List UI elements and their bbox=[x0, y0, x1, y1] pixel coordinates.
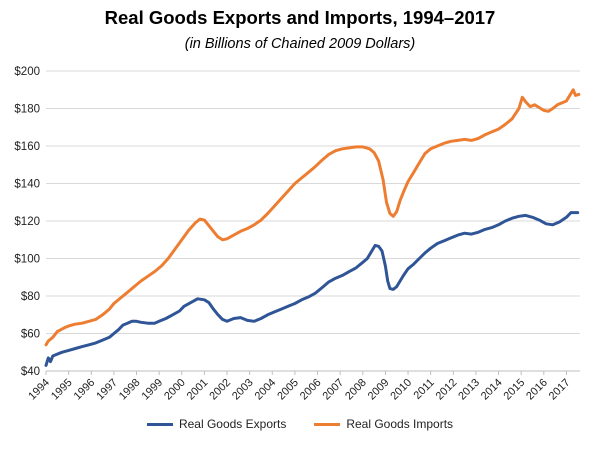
x-tick-label: 2011 bbox=[412, 377, 437, 402]
x-tick-label: 1995 bbox=[49, 377, 75, 403]
x-tick-label: 2005 bbox=[275, 377, 301, 403]
x-tick-label: 2016 bbox=[524, 377, 550, 403]
x-tick-label: 1998 bbox=[117, 377, 143, 403]
x-tick-label: 2010 bbox=[388, 377, 414, 403]
legend-label-exports: Real Goods Exports bbox=[178, 417, 287, 431]
legend-item-exports: Real Goods Exports bbox=[146, 417, 287, 431]
chart-subtitle: (in Billions of Chained 2009 Dollars) bbox=[184, 36, 416, 52]
x-tick-label: 2007 bbox=[320, 377, 346, 403]
x-tick-label: 2008 bbox=[343, 377, 369, 403]
y-tick-label: $60 bbox=[21, 329, 40, 341]
y-tick-label: $180 bbox=[14, 104, 40, 116]
x-tick-label: 2017 bbox=[547, 377, 573, 403]
x-tick-label: 2000 bbox=[162, 377, 188, 403]
x-tick-label: 2006 bbox=[298, 377, 324, 403]
x-tick-label: 2014 bbox=[479, 377, 505, 403]
series-line-exports bbox=[44, 211, 580, 367]
x-tick-label: 2015 bbox=[501, 377, 527, 403]
chart-legend: Real Goods Exports Real Goods Imports bbox=[0, 417, 600, 431]
y-tick-label: $40 bbox=[21, 366, 40, 378]
x-tick-label: 1996 bbox=[72, 377, 98, 403]
y-tick-label: $120 bbox=[14, 216, 40, 228]
legend-item-imports: Real Goods Imports bbox=[314, 417, 453, 431]
x-tick-label: 2013 bbox=[456, 377, 482, 403]
x-tick-label: 2012 bbox=[434, 377, 460, 403]
x-tick-label: 2002 bbox=[207, 377, 233, 403]
y-tick-label: $140 bbox=[14, 179, 40, 191]
x-tick-label: 2004 bbox=[253, 377, 279, 403]
legend-swatch-imports bbox=[314, 422, 341, 426]
x-tick-label: 1999 bbox=[139, 377, 165, 403]
y-tick-label: $200 bbox=[14, 66, 40, 78]
legend-label-imports: Real Goods Imports bbox=[346, 417, 454, 431]
y-tick-label: $160 bbox=[14, 141, 40, 153]
series-line-imports bbox=[44, 88, 581, 347]
legend-swatch-exports bbox=[146, 422, 173, 426]
y-tick-label: $80 bbox=[21, 291, 40, 303]
x-tick-label: 1997 bbox=[94, 377, 120, 403]
chart-title: Real Goods Exports and Imports, 1994–201… bbox=[104, 7, 496, 28]
x-tick-label: 2003 bbox=[230, 377, 256, 403]
y-tick-label: $100 bbox=[14, 254, 40, 266]
x-tick-label: 1994 bbox=[26, 377, 52, 403]
x-tick-label: 2009 bbox=[366, 377, 392, 403]
x-tick-label: 2001 bbox=[185, 377, 211, 403]
